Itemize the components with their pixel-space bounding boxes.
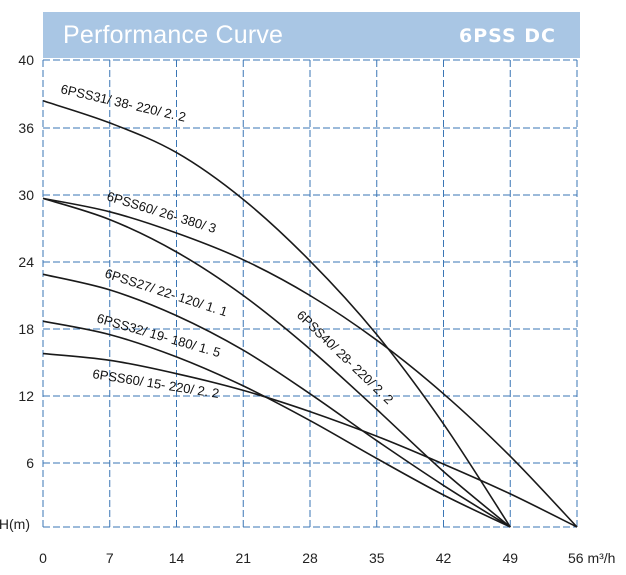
series-label-1: 6PSS31/ 38- 220/ 2. 2 xyxy=(59,81,187,124)
y-tick-label: 40 xyxy=(18,52,34,68)
chart-title: Performance Curve xyxy=(63,21,284,49)
x-tick-label: 0 xyxy=(39,550,47,566)
series-label-2: 6PSS60/ 26- 380/ 3 xyxy=(105,189,218,237)
series-line-3 xyxy=(42,273,511,528)
model-series-code: 6PSS DC xyxy=(459,25,556,47)
y-tick-label: 36 xyxy=(18,120,34,136)
series-line-6 xyxy=(42,197,511,528)
x-axis-ticks: 0 7 14 21 28 35 42 49 56 m³/h xyxy=(39,550,615,566)
series-line-1 xyxy=(42,100,511,528)
y-tick-label: H(m) xyxy=(0,516,30,532)
y-tick-label: 30 xyxy=(18,187,34,203)
y-tick-label: 18 xyxy=(18,321,34,337)
series-line-2 xyxy=(42,197,578,528)
x-tick-label: 7 xyxy=(106,550,114,566)
chart-header-bar: Performance Curve 6PSS DC xyxy=(43,12,580,58)
series-line-5 xyxy=(42,352,578,528)
x-tick-label: 35 xyxy=(369,550,385,566)
y-axis-ticks: 40 36 30 24 18 12 6 H(m) xyxy=(0,52,34,532)
series-label-6: 6PSS40/ 28- 220/ 2. 2 xyxy=(294,307,396,407)
x-tick-label: 56 m³/h xyxy=(568,550,615,566)
x-tick-label: 42 xyxy=(436,550,452,566)
curves xyxy=(42,100,578,528)
y-tick-label: 6 xyxy=(26,455,34,471)
y-tick-label: 24 xyxy=(18,254,34,270)
x-tick-label: 21 xyxy=(235,550,251,566)
x-tick-label: 49 xyxy=(502,550,518,566)
x-tick-label: 28 xyxy=(302,550,318,566)
x-tick-label: 14 xyxy=(169,550,185,566)
series-line-4 xyxy=(42,320,511,528)
y-tick-label: 12 xyxy=(18,388,34,404)
